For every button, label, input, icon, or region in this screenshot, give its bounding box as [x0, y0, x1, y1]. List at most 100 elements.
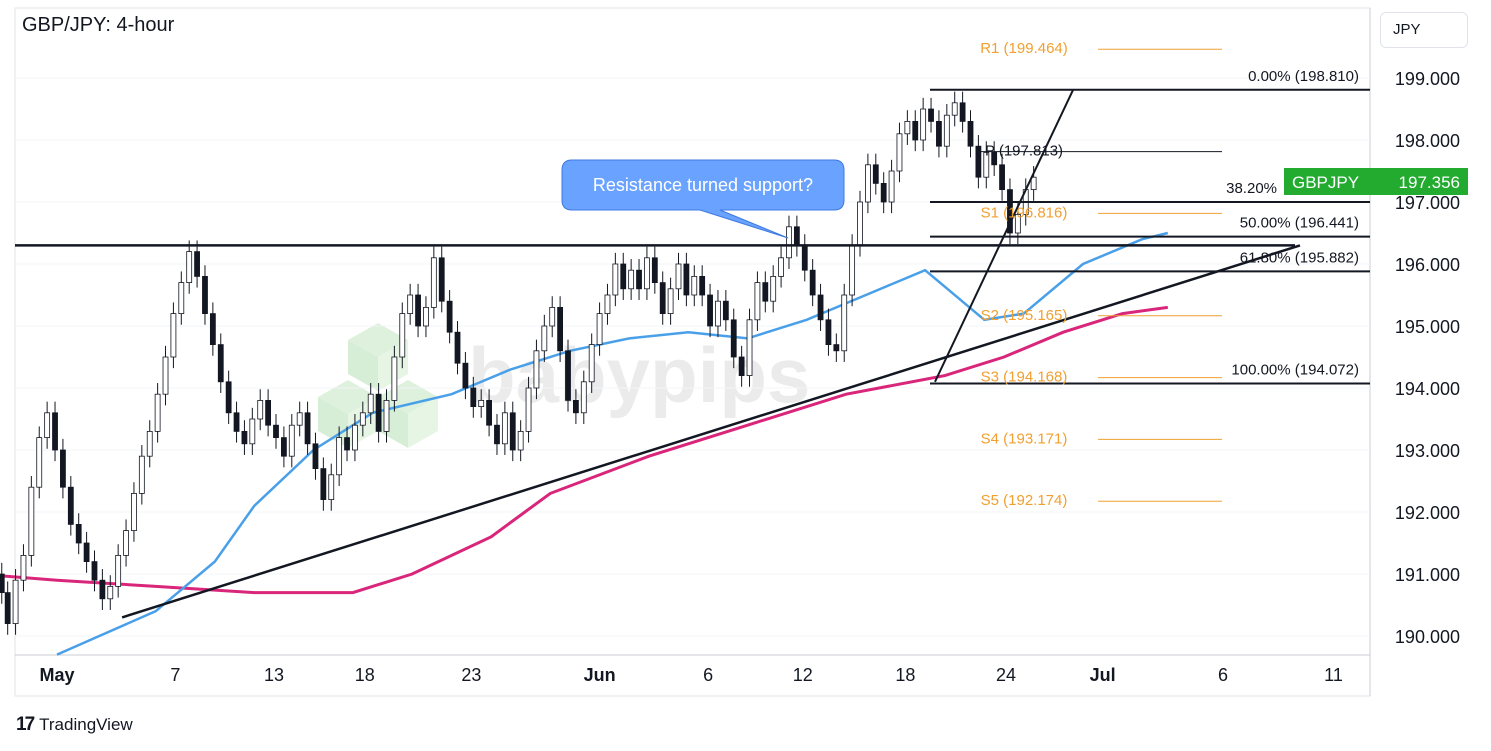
candle-body — [320, 468, 327, 501]
y-tick-label: 193.000 — [1395, 441, 1460, 461]
y-tick-label: 194.000 — [1395, 379, 1460, 399]
candle-body — [28, 486, 35, 556]
candle-body — [296, 412, 303, 426]
candle-body — [249, 418, 256, 445]
y-tick-label: 197.000 — [1395, 193, 1460, 213]
x-tick-label: 18 — [895, 665, 915, 685]
candle-body — [20, 555, 27, 581]
candle-body — [928, 108, 934, 122]
candle-body — [872, 164, 879, 184]
candle-body — [454, 331, 461, 364]
candle-body — [280, 437, 287, 457]
pivot-label: S3 (194.168) — [981, 369, 1068, 386]
annotation-callout[interactable]: Resistance turned support? — [561, 159, 845, 239]
candle-body — [557, 306, 564, 352]
drawn-lines[interactable] — [15, 48, 1370, 619]
x-tick-label: 6 — [703, 665, 713, 685]
x-tick-label: May — [39, 665, 74, 685]
x-tick-label: Jul — [1090, 665, 1116, 685]
fib-level-label: 100.00% (194.072) — [1231, 362, 1359, 379]
x-tick-label: 13 — [264, 665, 284, 685]
candle-body — [801, 244, 808, 271]
candle-body — [991, 151, 998, 166]
candle-body — [162, 356, 169, 395]
candle-body — [107, 586, 114, 600]
candle-body — [178, 282, 185, 315]
ma-fast-line — [56, 231, 1169, 656]
candle-body — [0, 573, 5, 594]
candle-body — [383, 399, 390, 432]
candle-body — [225, 381, 232, 414]
candle-body — [888, 170, 895, 203]
candle-body — [75, 524, 82, 544]
price-tag-value: 197.356 — [1399, 173, 1460, 192]
candle-body — [423, 306, 429, 327]
candle-body — [833, 344, 840, 352]
candle-body — [265, 399, 272, 426]
candle-body — [572, 399, 579, 414]
candle-body — [344, 437, 350, 451]
candle-body — [825, 319, 832, 345]
candle-body — [170, 313, 177, 358]
candle-body — [620, 263, 627, 290]
candle-body — [36, 437, 43, 488]
candle-body — [715, 300, 721, 327]
chart-title: GBP/JPY: 4-hour — [22, 14, 175, 36]
candle-body — [746, 319, 753, 376]
candle-body — [533, 350, 540, 389]
candle-body — [407, 294, 414, 315]
tradingview-logo-icon: 17 — [16, 714, 35, 735]
x-tick-label: 23 — [461, 665, 481, 685]
x-tick-label: 6 — [1218, 665, 1228, 685]
candle-body — [920, 108, 927, 141]
candle-body — [967, 121, 974, 147]
candlesticks — [0, 91, 1037, 635]
candle-body — [651, 257, 658, 283]
candle-body — [359, 412, 366, 426]
candle-body — [517, 430, 524, 451]
candle-body — [209, 313, 216, 346]
candle-body — [233, 412, 240, 432]
candle-body — [399, 313, 406, 358]
candle-body — [12, 579, 19, 625]
candle-body — [186, 251, 193, 284]
candle-body — [636, 269, 642, 290]
candle-body — [138, 455, 145, 494]
candle-body — [675, 263, 682, 290]
candle-body — [817, 294, 824, 321]
candle-body — [659, 282, 666, 315]
candle-body — [304, 412, 311, 445]
price-tag-symbol: GBPJPY — [1292, 173, 1359, 192]
candle-body — [328, 474, 335, 500]
fib-level-label: 61.80% (195.882) — [1240, 249, 1359, 266]
watermark-text: babypips — [468, 331, 810, 419]
candle-body — [375, 393, 382, 432]
candle-body — [391, 356, 398, 401]
candle-body — [83, 542, 90, 563]
candle-body — [896, 133, 903, 172]
candle-body — [336, 437, 343, 476]
tradingview-logo[interactable]: 17 TradingView — [16, 714, 133, 736]
candle-body — [786, 226, 792, 259]
price-tag: GBPJPY 197.356 — [1284, 168, 1468, 195]
currency-selector[interactable]: JPY — [1380, 12, 1468, 48]
candle-body — [470, 387, 477, 408]
y-tick-label: 191.000 — [1395, 565, 1460, 585]
tradingview-logo-text: TradingView — [39, 715, 133, 734]
candle-body — [194, 251, 200, 277]
pivot-label: S2 (195.165) — [981, 307, 1068, 324]
candle-body — [288, 424, 295, 457]
annotation-text: Resistance turned support? — [593, 175, 813, 195]
candle-body — [762, 282, 769, 302]
candle-body — [44, 412, 51, 438]
candle-body — [352, 424, 358, 451]
ma-slow-line — [0, 305, 1169, 595]
candle-body — [509, 412, 516, 451]
y-tick-label: 198.000 — [1395, 131, 1460, 151]
candle-body — [754, 282, 761, 321]
candle-body — [99, 579, 106, 600]
y-tick-label: 190.000 — [1395, 627, 1460, 647]
candle-body — [1030, 176, 1037, 190]
candle-body — [131, 492, 137, 531]
